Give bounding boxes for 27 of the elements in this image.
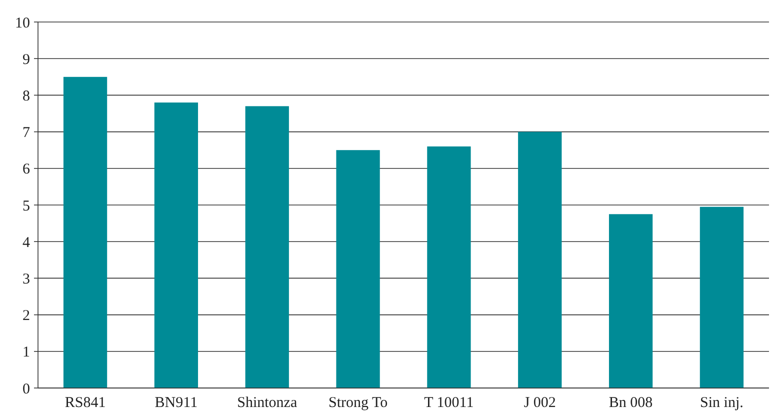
y-tick-label: 2 — [22, 308, 30, 324]
x-tick-label: RS841 — [64, 395, 106, 411]
y-tick-label: 8 — [22, 88, 30, 104]
y-tick-label: 10 — [15, 15, 30, 32]
bar — [63, 76, 108, 388]
x-tick-label: J 002 — [524, 395, 556, 411]
y-tick-label: 3 — [22, 271, 30, 288]
y-tick-label: 7 — [22, 125, 30, 142]
bar — [518, 132, 562, 388]
y-tick-label: 9 — [22, 52, 30, 68]
y-tick-label: 4 — [22, 234, 30, 251]
x-tick-label: T 10011 — [424, 395, 474, 411]
bar — [154, 102, 198, 388]
y-tick-label: 0 — [22, 381, 30, 398]
x-tick-label: Bn 008 — [608, 395, 653, 411]
bar — [336, 150, 380, 388]
x-tick-label: BN911 — [154, 395, 198, 411]
y-tick-label: 6 — [22, 162, 30, 178]
x-tick-label: Sin inj. — [700, 395, 744, 411]
bar — [245, 106, 289, 388]
bar — [427, 146, 471, 388]
x-tick-label: Shintonza — [237, 395, 298, 411]
x-tick-label: Strong To — [328, 395, 388, 411]
bar — [608, 214, 653, 388]
bar — [700, 206, 744, 388]
y-tick-label: 5 — [22, 198, 30, 214]
y-tick-label: 1 — [22, 344, 30, 361]
